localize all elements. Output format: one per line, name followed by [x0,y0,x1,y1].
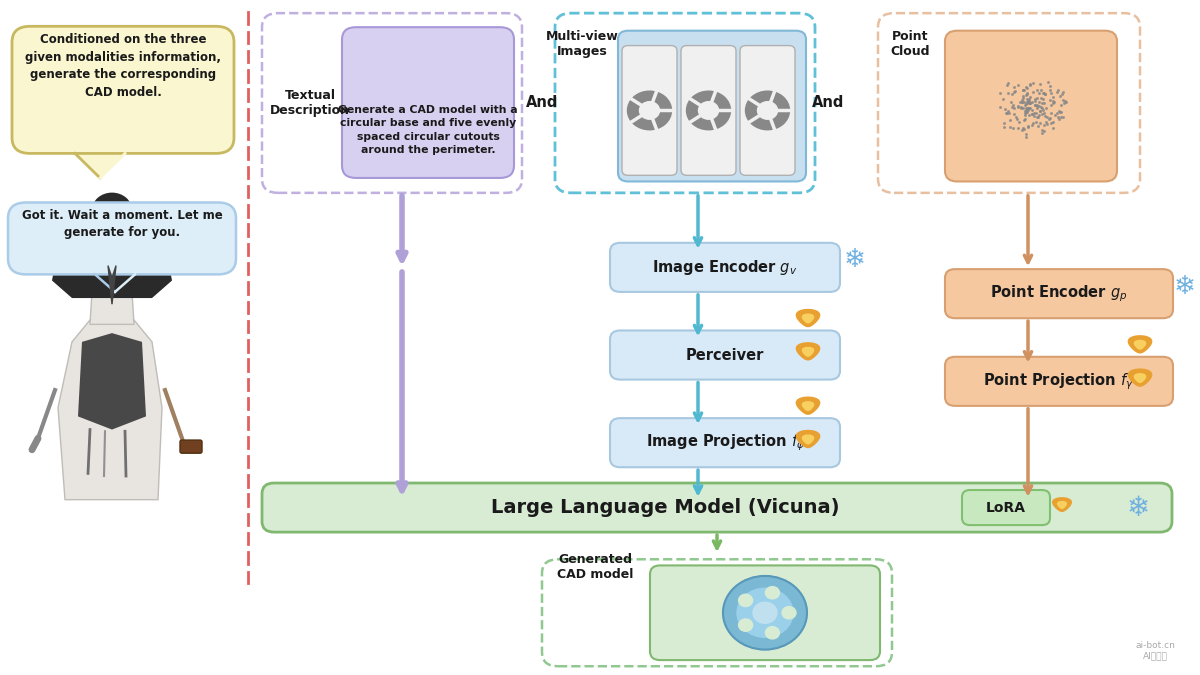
Text: Image Projection $f_\phi$: Image Projection $f_\phi$ [646,433,804,453]
Polygon shape [1052,497,1072,512]
Circle shape [738,594,752,607]
Polygon shape [108,266,116,304]
Circle shape [754,602,778,623]
FancyBboxPatch shape [180,440,202,453]
Polygon shape [802,313,815,323]
Text: Point Projection $f_\gamma$: Point Projection $f_\gamma$ [984,371,1134,392]
Text: Got it. Wait a moment. Let me
generate for you.: Got it. Wait a moment. Let me generate f… [22,209,222,239]
FancyBboxPatch shape [610,331,840,379]
Circle shape [698,102,719,119]
Text: And: And [526,95,558,110]
FancyBboxPatch shape [946,269,1172,318]
Circle shape [766,587,780,599]
FancyBboxPatch shape [682,46,736,176]
Polygon shape [802,435,815,445]
Polygon shape [58,313,162,500]
Text: Multi-view
Images: Multi-view Images [546,30,618,58]
Circle shape [757,102,778,119]
Circle shape [738,619,752,631]
FancyBboxPatch shape [740,46,796,176]
Circle shape [722,576,808,649]
FancyBboxPatch shape [962,490,1050,525]
Circle shape [92,193,132,227]
Text: Generate a CAD model with a
circular base and five evenly
spaced circular cutout: Generate a CAD model with a circular bas… [338,105,518,155]
Text: ❄: ❄ [1127,493,1150,522]
Polygon shape [796,342,821,360]
FancyBboxPatch shape [12,26,234,153]
Polygon shape [78,333,146,429]
Polygon shape [122,240,131,255]
Polygon shape [796,430,821,448]
Circle shape [686,91,731,130]
Text: ❄: ❄ [1174,273,1196,300]
Polygon shape [74,153,125,178]
Text: Generated
CAD model: Generated CAD model [557,554,634,581]
Polygon shape [796,396,821,415]
FancyBboxPatch shape [622,46,677,176]
Polygon shape [1128,335,1152,354]
Polygon shape [1128,369,1152,387]
Text: And: And [812,95,844,110]
Text: Point
Cloud: Point Cloud [890,30,930,58]
Circle shape [766,626,780,639]
Polygon shape [802,347,815,357]
FancyBboxPatch shape [610,418,840,467]
Polygon shape [1134,373,1146,383]
Circle shape [628,91,672,130]
FancyBboxPatch shape [946,30,1117,182]
Polygon shape [90,278,134,325]
Text: LoRA: LoRA [986,501,1026,514]
Polygon shape [796,309,821,327]
Text: Large Language Model (Vicuna): Large Language Model (Vicuna) [491,498,839,517]
Circle shape [782,607,796,619]
FancyBboxPatch shape [610,243,840,292]
Text: Perceiver: Perceiver [686,348,764,362]
Circle shape [640,102,660,119]
Polygon shape [95,274,134,292]
Polygon shape [802,401,815,411]
Polygon shape [52,222,172,298]
FancyBboxPatch shape [8,202,236,274]
FancyBboxPatch shape [946,357,1172,406]
Text: Point Encoder $g_p$: Point Encoder $g_p$ [990,284,1128,304]
FancyBboxPatch shape [650,566,880,660]
Circle shape [737,588,793,637]
Polygon shape [94,240,102,255]
Text: Textual
Description: Textual Description [270,88,350,117]
Polygon shape [1134,340,1146,350]
Text: ❄: ❄ [844,247,866,273]
Text: Image Encoder $g_v$: Image Encoder $g_v$ [653,258,798,277]
Circle shape [745,91,790,130]
FancyBboxPatch shape [262,483,1172,532]
Circle shape [92,250,132,285]
Text: ai-bot.cn
AI工具集: ai-bot.cn AI工具集 [1135,641,1175,660]
FancyBboxPatch shape [342,27,514,178]
Polygon shape [1057,501,1067,509]
Text: Conditioned on the three
given modalities information,
generate the correspondin: Conditioned on the three given modalitie… [25,33,221,99]
FancyBboxPatch shape [618,30,806,182]
